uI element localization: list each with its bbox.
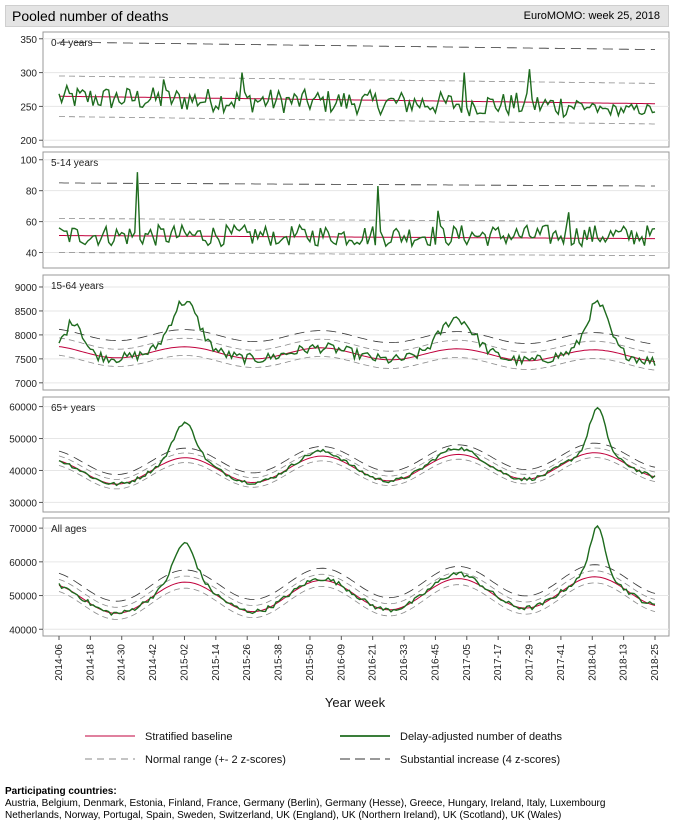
- panel-plot: [58, 299, 656, 371]
- y-tick-label: 200: [20, 136, 37, 147]
- x-tick-label: 2015-50: [305, 644, 316, 681]
- panel-frame: [42, 274, 670, 391]
- x-tick-label: 2016-21: [368, 644, 379, 681]
- panel-frame: [42, 396, 670, 513]
- participating-line-2: Netherlands, Norway, Portugal, Spain, Sw…: [5, 810, 562, 821]
- source-label: EuroMOMO: week 25, 2018: [523, 10, 660, 22]
- legend-label-observed: Delay-adjusted number of deaths: [400, 731, 563, 743]
- y-tick-label: 60000: [9, 403, 37, 414]
- y-tick-label: 8000: [15, 331, 38, 342]
- y-tick-label: 250: [20, 102, 37, 113]
- participating-line-1: Austria, Belgium, Denmark, Estonia, Finl…: [5, 798, 606, 809]
- x-tick-label: 2015-02: [179, 644, 190, 681]
- page-title: Pooled number of deaths: [12, 8, 169, 24]
- x-tick-label: 2017-05: [462, 644, 473, 681]
- panel-frame: [42, 31, 670, 148]
- y-tick-label: 80: [26, 187, 38, 198]
- y-tick-label: 70000: [9, 524, 37, 535]
- legend-label-baseline: Stratified baseline: [145, 731, 232, 743]
- normal-range-lower-line: [58, 354, 656, 371]
- substantial-increase-line: [58, 442, 656, 476]
- panel-plot: [58, 41, 656, 125]
- footer: Participating countries: Austria, Belgiu…: [5, 786, 605, 822]
- x-tick-label: 2015-26: [242, 644, 253, 681]
- stratified-baseline-line: [59, 95, 655, 105]
- stratified-baseline-line: [58, 346, 656, 362]
- y-tick-label: 350: [20, 35, 37, 46]
- substantial-increase-line: [59, 182, 655, 187]
- y-tick-label: 9000: [15, 283, 38, 294]
- y-tick-label: 40000: [9, 466, 37, 477]
- x-tick-label: 2018-25: [650, 644, 661, 681]
- y-tick-label: 7500: [15, 355, 38, 366]
- observed-deaths-line: [58, 299, 656, 367]
- x-tick-label: 2018-13: [619, 644, 630, 681]
- y-tick-label: 60: [26, 218, 38, 229]
- stratified-baseline-line: [59, 235, 655, 240]
- y-tick-label: 7000: [15, 379, 38, 390]
- y-tick-label: 100: [20, 156, 37, 167]
- normal-range-upper-line: [58, 337, 656, 354]
- y-tick-label: 40: [26, 249, 38, 260]
- panel-frame: [42, 151, 670, 269]
- panel-plot: [58, 406, 656, 490]
- substantial-increase-line: [58, 564, 656, 602]
- y-tick-label: 60000: [9, 558, 37, 569]
- panel-label: All ages: [51, 524, 87, 535]
- x-tick-label: 2017-29: [525, 644, 536, 681]
- participating-heading: Participating countries:: [5, 786, 117, 797]
- x-tick-label: 2015-38: [274, 644, 285, 681]
- legend-label-normal-range: Normal range (+- 2 z-scores): [145, 754, 286, 766]
- panel-4: 30000 40000 50000 60000 65+ years: [9, 396, 670, 513]
- panel-frame: [42, 517, 670, 637]
- chart-header: Pooled number of deaths EuroMOMO: week 2…: [5, 5, 669, 27]
- x-tick-label: 2018-01: [587, 644, 598, 681]
- x-tick-label: 2016-45: [430, 644, 441, 681]
- y-tick-label: 40000: [9, 625, 37, 636]
- legend: Stratified baseline Delay-adjusted number…: [85, 731, 563, 766]
- normal-range-upper-line: [58, 570, 656, 608]
- panel-3: 7000 7500 8000 8500 9000 15-64 years: [15, 274, 670, 391]
- y-tick-label: 300: [20, 69, 37, 80]
- x-tick-label: 2014-18: [85, 644, 96, 681]
- substantial-increase-line: [58, 41, 655, 50]
- x-tick-label: 2017-41: [556, 644, 567, 681]
- normal-range-upper-line: [58, 447, 656, 480]
- normal-range-lower-line: [58, 457, 656, 490]
- panel-1: 200 250 300 350 0-4 years: [20, 31, 670, 148]
- panel-2: 40 60 80 100 5-14 years: [20, 151, 670, 269]
- panel-plot: [58, 524, 656, 620]
- y-tick-label: 50000: [9, 435, 37, 446]
- stratified-baseline-line: [58, 576, 656, 614]
- y-tick-label: 50000: [9, 592, 37, 603]
- panel-plot: [58, 172, 656, 256]
- x-tick-label: 2015-14: [211, 644, 222, 681]
- y-tick-label: 8500: [15, 307, 38, 318]
- y-tick-label: 30000: [9, 498, 37, 509]
- x-tick-label: 2016-09: [336, 644, 347, 681]
- normal-range-lower-line: [58, 582, 656, 620]
- x-tick-label: 2014-30: [117, 644, 128, 681]
- substantial-increase-line: [58, 328, 656, 345]
- observed-deaths-line: [58, 69, 656, 119]
- x-tick-label: 2014-06: [54, 644, 65, 681]
- panel-label: 15-64 years: [51, 281, 104, 292]
- x-tick-label: 2014-42: [148, 644, 159, 681]
- x-axis-title: Year week: [325, 695, 386, 710]
- x-tick-label: 2016-33: [399, 644, 410, 681]
- observed-deaths-line: [58, 172, 656, 249]
- panel-label: 0-4 years: [51, 38, 93, 49]
- panel-5: 40000 50000 60000 70000 All ages: [9, 517, 670, 637]
- observed-deaths-line: [58, 524, 656, 617]
- panel-label: 5-14 years: [51, 158, 98, 169]
- x-tick-label: 2017-17: [493, 644, 504, 681]
- legend-label-substantial: Substantial increase (4 z-scores): [400, 754, 560, 766]
- observed-deaths-line: [58, 406, 656, 487]
- panel-label: 65+ years: [51, 403, 95, 414]
